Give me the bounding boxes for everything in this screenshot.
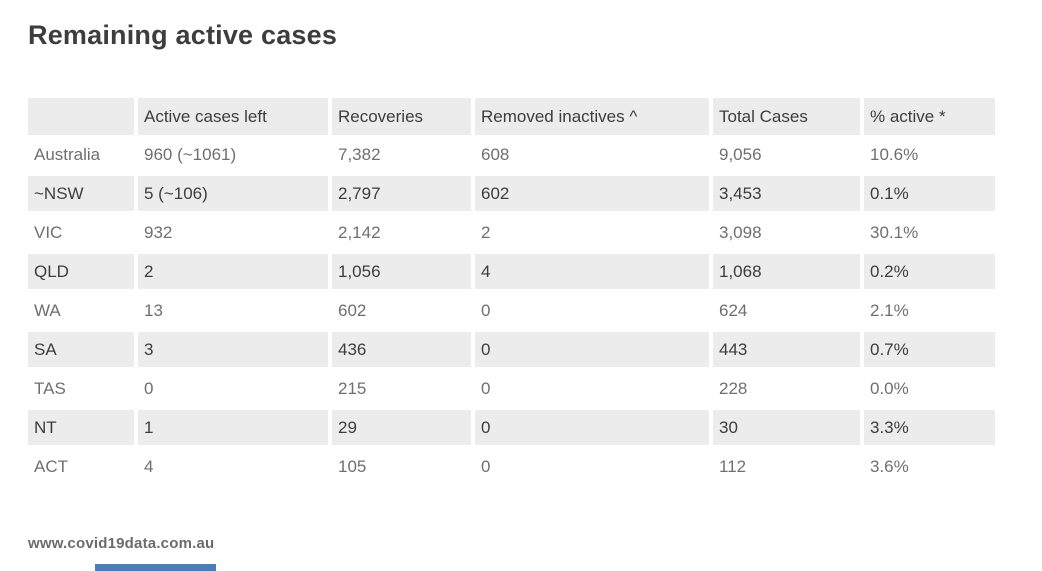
source-attribution: www.covid19data.com.au <box>28 535 215 552</box>
table-row-vic: VIC 932 2,142 2 3,098 30.1% <box>28 213 995 252</box>
cell-removed-inactives: 608 <box>475 135 713 174</box>
cell-removed-inactives: 0 <box>475 291 713 330</box>
cell-active-cases-left: 5 (~106) <box>138 174 332 213</box>
cell-recoveries: 105 <box>332 447 475 486</box>
cell-total-cases: 443 <box>713 330 864 369</box>
column-header-removed-inactives: Removed inactives ^ <box>475 98 713 135</box>
cell-pct-active: 30.1% <box>864 213 995 252</box>
header-row: Active cases left Recoveries Removed ina… <box>28 98 995 135</box>
table-row-australia: Australia 960 (~1061) 7,382 608 9,056 10… <box>28 135 995 174</box>
cell-recoveries: 2,142 <box>332 213 475 252</box>
chart-title: Remaining active cases <box>28 20 338 50</box>
row-label: VIC <box>28 213 138 252</box>
table-row-wa: WA 13 602 0 624 2.1% <box>28 291 995 330</box>
cell-recoveries: 29 <box>332 408 475 447</box>
cell-recoveries: 7,382 <box>332 135 475 174</box>
row-label: WA <box>28 291 138 330</box>
cell-pct-active: 2.1% <box>864 291 995 330</box>
cell-total-cases: 9,056 <box>713 135 864 174</box>
cell-total-cases: 112 <box>713 447 864 486</box>
cell-pct-active: 3.6% <box>864 447 995 486</box>
cell-active-cases-left: 4 <box>138 447 332 486</box>
cell-active-cases-left: 932 <box>138 213 332 252</box>
data-table: Active cases left Recoveries Removed ina… <box>28 98 995 486</box>
cell-recoveries: 436 <box>332 330 475 369</box>
row-label: Australia <box>28 135 138 174</box>
column-header-recoveries: Recoveries <box>332 98 475 135</box>
cell-pct-active: 0.7% <box>864 330 995 369</box>
cell-active-cases-left: 13 <box>138 291 332 330</box>
cell-active-cases-left: 0 <box>138 369 332 408</box>
cell-pct-active: 0.0% <box>864 369 995 408</box>
cell-active-cases-left: 1 <box>138 408 332 447</box>
cell-removed-inactives: 0 <box>475 447 713 486</box>
cell-recoveries: 1,056 <box>332 252 475 291</box>
cell-active-cases-left: 3 <box>138 330 332 369</box>
table-row-qld: QLD 2 1,056 4 1,068 0.2% <box>28 252 995 291</box>
cell-recoveries: 2,797 <box>332 174 475 213</box>
cell-removed-inactives: 4 <box>475 252 713 291</box>
cell-pct-active: 0.1% <box>864 174 995 213</box>
table-row-sa: SA 3 436 0 443 0.7% <box>28 330 995 369</box>
table-row-act: ACT 4 105 0 112 3.6% <box>28 447 995 486</box>
cell-removed-inactives: 602 <box>475 174 713 213</box>
column-header-pct-active: % active * <box>864 98 995 135</box>
cell-removed-inactives: 2 <box>475 213 713 252</box>
cell-total-cases: 228 <box>713 369 864 408</box>
row-label: ~NSW <box>28 174 138 213</box>
cell-total-cases: 1,068 <box>713 252 864 291</box>
row-label: SA <box>28 330 138 369</box>
column-header-blank <box>28 98 138 135</box>
cell-pct-active: 10.6% <box>864 135 995 174</box>
cell-pct-active: 0.2% <box>864 252 995 291</box>
column-header-active-cases-left: Active cases left <box>138 98 332 135</box>
row-label: TAS <box>28 369 138 408</box>
cell-removed-inactives: 0 <box>475 369 713 408</box>
table-row-nsw: ~NSW 5 (~106) 2,797 602 3,453 0.1% <box>28 174 995 213</box>
cell-total-cases: 3,098 <box>713 213 864 252</box>
table-row-tas: TAS 0 215 0 228 0.0% <box>28 369 995 408</box>
bottom-accent-bar <box>95 564 216 571</box>
cell-active-cases-left: 2 <box>138 252 332 291</box>
column-header-total-cases: Total Cases <box>713 98 864 135</box>
table-row-nt: NT 1 29 0 30 3.3% <box>28 408 995 447</box>
cell-removed-inactives: 0 <box>475 330 713 369</box>
cell-recoveries: 602 <box>332 291 475 330</box>
cell-total-cases: 30 <box>713 408 864 447</box>
row-label: ACT <box>28 447 138 486</box>
cell-total-cases: 624 <box>713 291 864 330</box>
cell-removed-inactives: 0 <box>475 408 713 447</box>
cell-active-cases-left: 960 (~1061) <box>138 135 332 174</box>
cell-recoveries: 215 <box>332 369 475 408</box>
row-label: QLD <box>28 252 138 291</box>
cell-pct-active: 3.3% <box>864 408 995 447</box>
row-label: NT <box>28 408 138 447</box>
cell-total-cases: 3,453 <box>713 174 864 213</box>
